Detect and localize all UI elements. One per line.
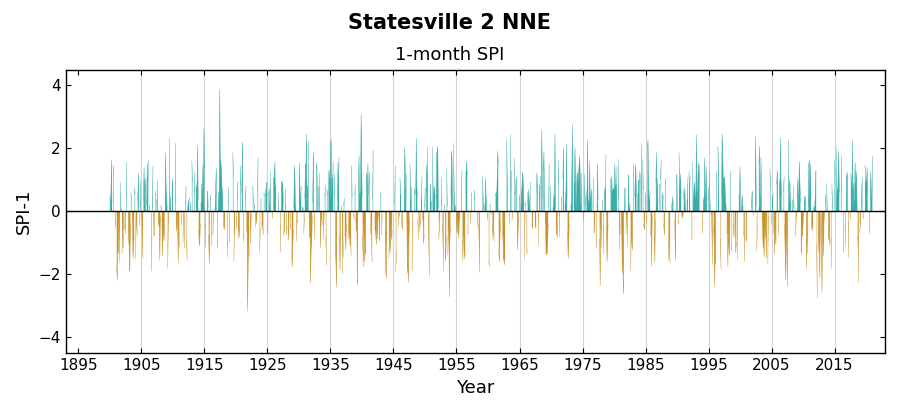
Y-axis label: SPI-1: SPI-1 <box>15 189 33 234</box>
Text: Statesville 2 NNE: Statesville 2 NNE <box>348 13 552 33</box>
X-axis label: Year: Year <box>456 378 495 396</box>
Text: 1-month SPI: 1-month SPI <box>395 46 505 64</box>
